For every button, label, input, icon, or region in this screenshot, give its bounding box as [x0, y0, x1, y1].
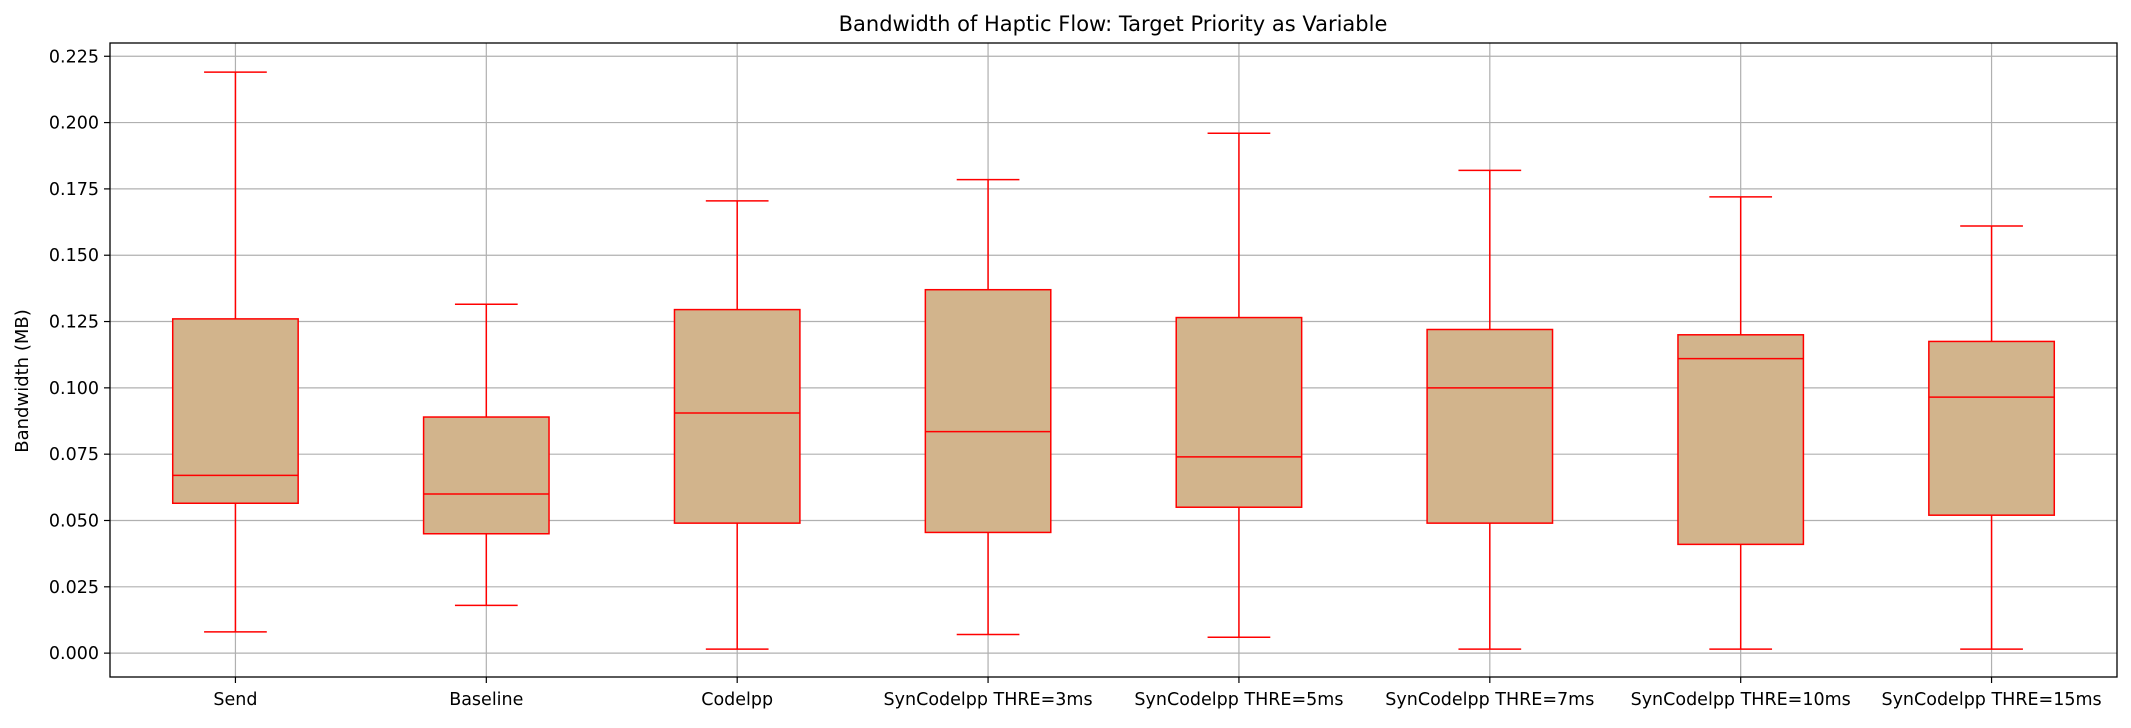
y-tick-label: 0.125	[49, 313, 99, 333]
box-group	[1928, 225, 2056, 650]
box-group	[924, 178, 1052, 636]
y-tick-label: 0.075	[49, 445, 99, 465]
box-iqr	[1175, 316, 1303, 508]
x-tick-label: Codelpp	[701, 690, 773, 710]
box-iqr	[171, 318, 299, 504]
box-iqr	[422, 416, 550, 535]
y-tick-label: 0.150	[49, 246, 99, 266]
box-iqr	[673, 308, 801, 524]
box-group	[1677, 196, 1805, 650]
y-axis-label: Bandwidth (MB)	[12, 309, 33, 452]
x-tick-label: SynCodelpp THRE=10ms	[1631, 690, 1851, 710]
y-tick-label: 0.025	[49, 578, 99, 598]
x-tick-label: Send	[213, 690, 257, 710]
chart-title: Bandwidth of Haptic Flow: Target Priorit…	[839, 12, 1388, 36]
y-tick-label: 0.225	[49, 47, 99, 67]
y-tick-label: 0.200	[49, 114, 99, 134]
box-group	[171, 71, 299, 633]
axes-frame	[109, 42, 2118, 678]
y-tick-label: 0.000	[49, 644, 99, 664]
x-tick-label: SynCodelpp THRE=15ms	[1881, 690, 2101, 710]
x-tick-label: SynCodelpp THRE=5ms	[1134, 690, 1343, 710]
axes-frame-layer	[109, 42, 2118, 678]
box-iqr	[1677, 334, 1805, 546]
box-group	[673, 200, 801, 650]
x-tick-label: SynCodelpp THRE=3ms	[884, 690, 1093, 710]
box-iqr	[924, 288, 1052, 534]
box-iqr	[1426, 328, 1554, 524]
tick-layer: 0.000 0.025 0.050 0.075 0.100 0.125 0.150 0.175…	[49, 47, 2102, 710]
box-group	[1426, 169, 1554, 650]
box-group	[1175, 132, 1303, 638]
box-iqr	[1928, 340, 2056, 516]
y-tick-label: 0.100	[49, 379, 99, 399]
box-group	[422, 303, 550, 607]
x-tick-label: Baseline	[449, 690, 523, 710]
y-tick-label: 0.050	[49, 511, 99, 531]
x-tick-label: SynCodelpp THRE=7ms	[1385, 690, 1594, 710]
y-tick-label: 0.175	[49, 180, 99, 200]
box-layer	[171, 71, 2056, 650]
